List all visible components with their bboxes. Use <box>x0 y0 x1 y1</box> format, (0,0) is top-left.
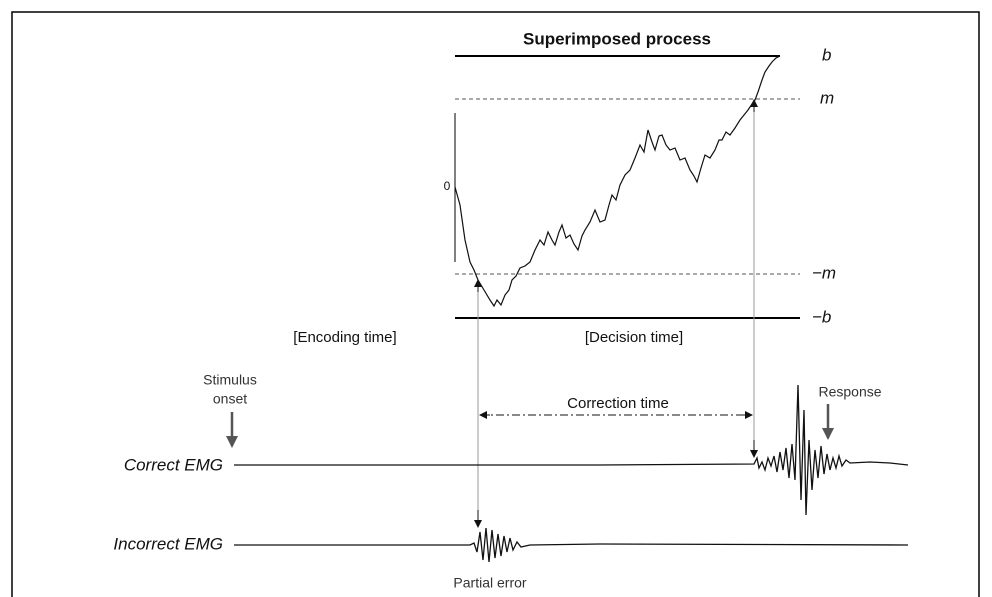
label-neg-b: −b <box>812 307 831 326</box>
frame <box>11 11 980 597</box>
random-walk <box>454 55 781 308</box>
encoding-time: [Encoding time] <box>293 329 396 346</box>
incorrect-emg-label: Incorrect EMG <box>113 534 223 553</box>
response-label: Response <box>818 384 881 400</box>
stimulus-label: Stimulus <box>203 372 257 388</box>
incorrect-emg-signal <box>234 527 909 563</box>
label-neg-m: −m <box>812 263 836 282</box>
correct-emg-signal <box>234 384 909 516</box>
decision-time: [Decision time] <box>585 329 683 346</box>
label-b: b <box>822 45 831 64</box>
partial-error-label: Partial error <box>453 575 526 591</box>
label-m: m <box>820 88 834 107</box>
correct-emg-label: Correct EMG <box>124 455 223 474</box>
stimulus-label: onset <box>213 391 247 407</box>
correction-time: Correction time <box>567 395 669 412</box>
title: Superimposed process <box>523 29 711 48</box>
label-zero: 0 <box>444 179 451 193</box>
